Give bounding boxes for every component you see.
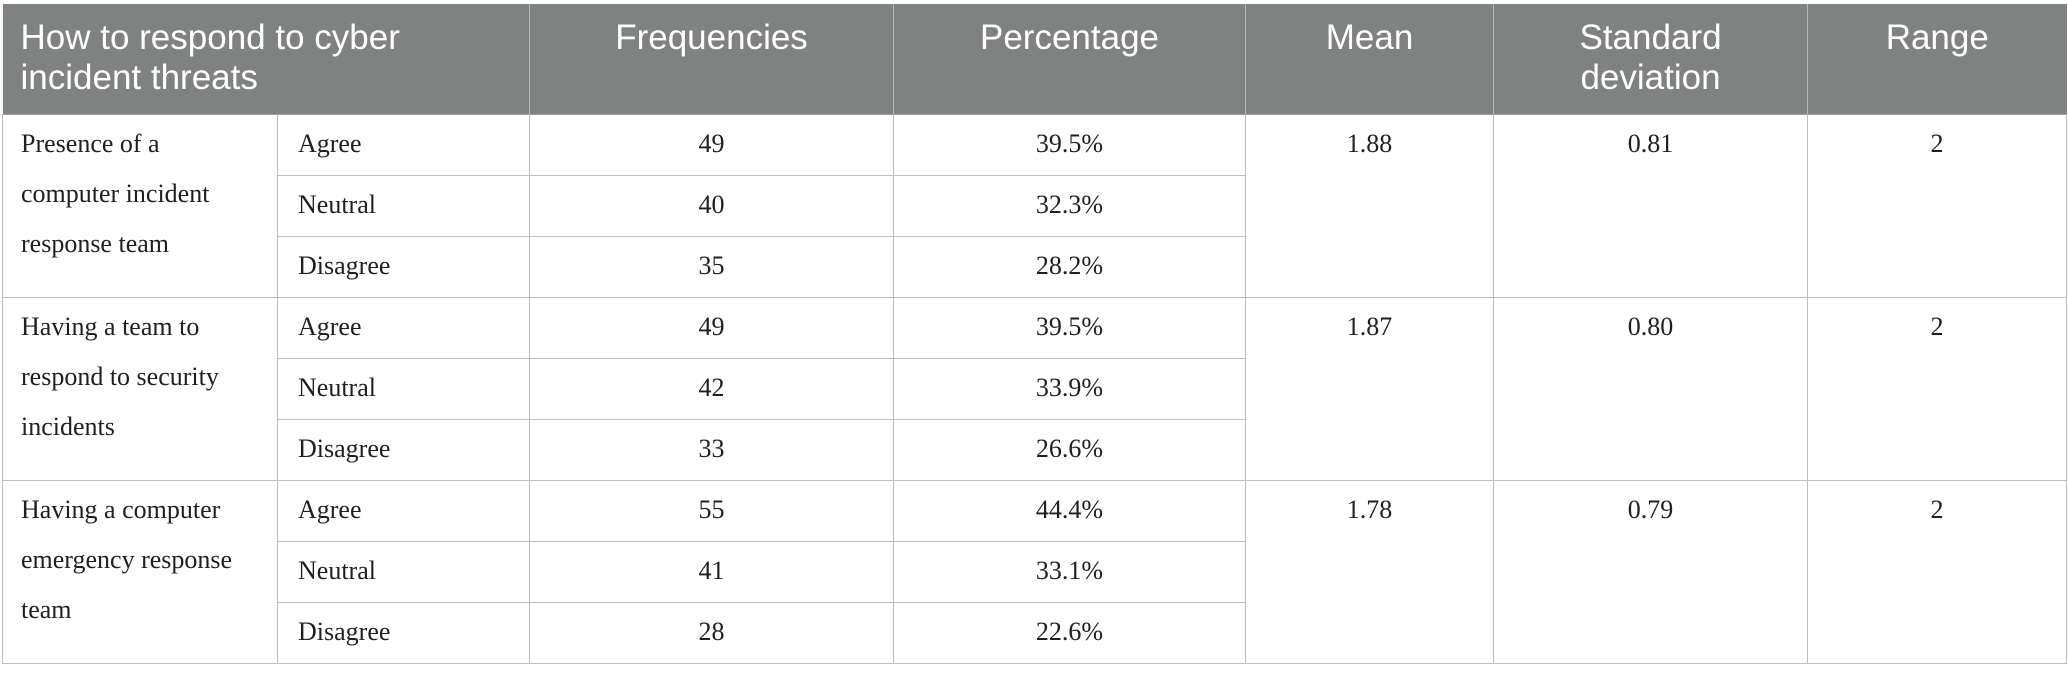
std-cell: 0.81 — [1493, 113, 1809, 298]
response-cell: Neutral — [276, 540, 531, 603]
group-label: Having a computer emergency response tea… — [2, 479, 278, 664]
header-row: How to respond to cyber incident threats… — [2, 4, 2067, 114]
range-cell: 2 — [1807, 113, 2068, 298]
response-cell: Agree — [276, 479, 531, 542]
percentage-cell: 26.6% — [893, 418, 1247, 481]
frequency-cell: 49 — [529, 296, 895, 359]
table-row: Neutral 40 32.3% — [3, 174, 2067, 237]
group-label: Presence of a computer incident response… — [2, 113, 278, 298]
mean-cell: 1.87 — [1245, 296, 1495, 481]
percentage-cell: 33.9% — [893, 357, 1247, 420]
percentage-cell: 32.3% — [893, 174, 1247, 237]
header-percentage: Percentage — [893, 4, 1247, 114]
response-cell: Disagree — [276, 418, 531, 481]
percentage-cell: 44.4% — [893, 479, 1247, 542]
table-row: Neutral 42 33.9% — [3, 357, 2067, 420]
response-cell: Neutral — [276, 174, 531, 237]
frequency-cell: 49 — [529, 113, 895, 176]
percentage-cell: 39.5% — [893, 113, 1247, 176]
std-cell: 0.80 — [1493, 296, 1809, 481]
percentage-cell: 33.1% — [893, 540, 1247, 603]
percentage-cell: 39.5% — [893, 296, 1247, 359]
response-cell: Agree — [276, 113, 531, 176]
frequency-cell: 40 — [529, 174, 895, 237]
header-topic: How to respond to cyber incident threats — [2, 4, 531, 114]
range-cell: 2 — [1807, 296, 2068, 481]
response-cell: Agree — [276, 296, 531, 359]
header-mean: Mean — [1245, 4, 1495, 114]
group-label: Having a team to respond to security inc… — [2, 296, 278, 481]
header-frequencies: Frequencies — [529, 4, 895, 114]
header-range: Range — [1807, 4, 2067, 114]
table-row: Having a computer emergency response tea… — [2, 479, 2068, 664]
percentage-cell: 28.2% — [893, 235, 1247, 298]
range-cell: 2 — [1807, 479, 2068, 664]
frequency-cell: 33 — [529, 418, 895, 481]
table-row: Neutral 41 33.1% — [3, 540, 2067, 603]
table-row: Disagree 33 26.6% — [3, 418, 2067, 481]
response-cell: Disagree — [276, 601, 531, 664]
response-cell: Neutral — [276, 357, 531, 420]
mean-cell: 1.78 — [1245, 479, 1495, 664]
frequency-cell: 35 — [529, 235, 895, 298]
table-row: Having a team to respond to security inc… — [2, 296, 2068, 481]
frequency-cell: 41 — [529, 540, 895, 603]
table-row: Disagree 28 22.6% — [3, 601, 2067, 664]
percentage-cell: 22.6% — [893, 601, 1247, 664]
std-cell: 0.79 — [1493, 479, 1809, 664]
frequency-cell: 42 — [529, 357, 895, 420]
header-standard-deviation: Standard deviation — [1493, 4, 1809, 114]
mean-cell: 1.88 — [1245, 113, 1495, 298]
frequency-cell: 28 — [529, 601, 895, 664]
table-row: Presence of a computer incident response… — [2, 113, 2068, 298]
response-cell: Disagree — [276, 235, 531, 298]
results-table: How to respond to cyber incident threats… — [2, 4, 2068, 664]
frequency-cell: 55 — [529, 479, 895, 542]
